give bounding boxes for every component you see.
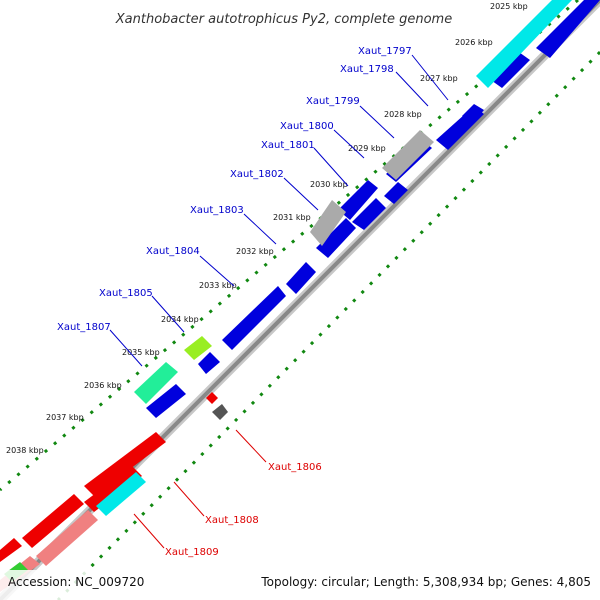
gene-arrow-blue[interactable] [536,0,600,58]
gene-label-xaut-1805[interactable]: Xaut_1805 [99,288,153,299]
gene-arrow-grey[interactable] [310,200,346,246]
tick-label: 2033 kbp [199,281,237,290]
gene-label-xaut-1804[interactable]: Xaut_1804 [146,246,200,257]
gene-arrow-teal[interactable] [134,362,178,404]
reverse-gene-labels: Xaut_1806 Xaut_1808 Xaut_1809 [165,462,322,558]
inner-tick-guide [56,50,600,600]
tick-label: 2031 kbp [273,213,311,222]
tick-label: 2025 kbp [490,2,528,11]
gene-label-leaders [109,54,449,549]
gene-arrow-grey[interactable] [382,130,434,180]
footer-background [0,570,600,600]
gene-arrow-red[interactable] [0,538,22,562]
genome-summary: Topology: circular; Length: 5,308,934 bp… [260,575,591,589]
gene-arrow-blue[interactable] [198,352,220,374]
tick-label: 2029 kbp [348,144,386,153]
gene-arrow-blue[interactable] [488,50,530,88]
tick-label: 2035 kbp [122,348,160,357]
tick-label: 2026 kbp [455,38,493,47]
tick-label: 2027 kbp [420,74,458,83]
gene-arrow-blue[interactable] [316,218,356,258]
gene-label-xaut-1798[interactable]: Xaut_1798 [340,64,394,75]
gene-arrow-blue[interactable] [286,262,316,294]
gene-arrow-red[interactable] [22,494,84,548]
gene-label-xaut-1802[interactable]: Xaut_1802 [230,169,284,180]
gene-arrow-blue[interactable] [222,286,286,350]
gene-arrow-pink[interactable] [36,510,98,566]
gene-label-xaut-1800[interactable]: Xaut_1800 [280,121,334,132]
page-title: Xanthobacter autotrophicus Py2, complete… [115,12,452,27]
gene-arrow-red[interactable] [84,466,142,512]
gene-arrow-cyan[interactable] [476,0,572,88]
gene-label-xaut-1809[interactable]: Xaut_1809 [165,547,219,558]
forward-gene-labels: Xaut_1797 Xaut_1798 Xaut_1799 Xaut_1800 … [57,46,412,333]
tick-label: 2038 kbp [6,446,44,455]
tick-label: 2028 kbp [384,110,422,119]
accession-label: Accession: NC_009720 [8,575,144,589]
gene-label-xaut-1803[interactable]: Xaut_1803 [190,205,244,216]
tick-label: 2030 kbp [310,180,348,189]
gene-label-xaut-1808[interactable]: Xaut_1808 [205,515,259,526]
tick-label: 2032 kbp [236,247,274,256]
tick-label: 2036 kbp [84,381,122,390]
tick-label: 2034 kbp [161,315,199,324]
gene-label-xaut-1807[interactable]: Xaut_1807 [57,322,111,333]
gene-arrow-blue[interactable] [338,180,378,220]
gene-label-xaut-1799[interactable]: Xaut_1799 [306,96,360,107]
tick-labels: 2025 kbp 2026 kbp 2027 kbp 2028 kbp 2029… [6,2,528,455]
tick-label: 2037 kbp [46,413,84,422]
gene-arrow-blue[interactable] [462,104,484,124]
gene-arrow-red[interactable] [206,392,218,404]
gene-arrow-red[interactable] [84,432,166,496]
gene-arrow-green[interactable] [184,336,212,360]
gene-label-xaut-1797[interactable]: Xaut_1797 [358,46,412,57]
gene-arrow-grey[interactable] [212,404,228,420]
gene-label-xaut-1806[interactable]: Xaut_1806 [268,462,322,473]
gene-arrow-blue[interactable] [384,182,408,204]
gene-arrow-cyan[interactable] [96,472,146,516]
gene-arrow-blue[interactable] [352,198,386,230]
gene-label-xaut-1801[interactable]: Xaut_1801 [261,140,315,151]
gene-arrow-blue[interactable] [146,384,186,418]
